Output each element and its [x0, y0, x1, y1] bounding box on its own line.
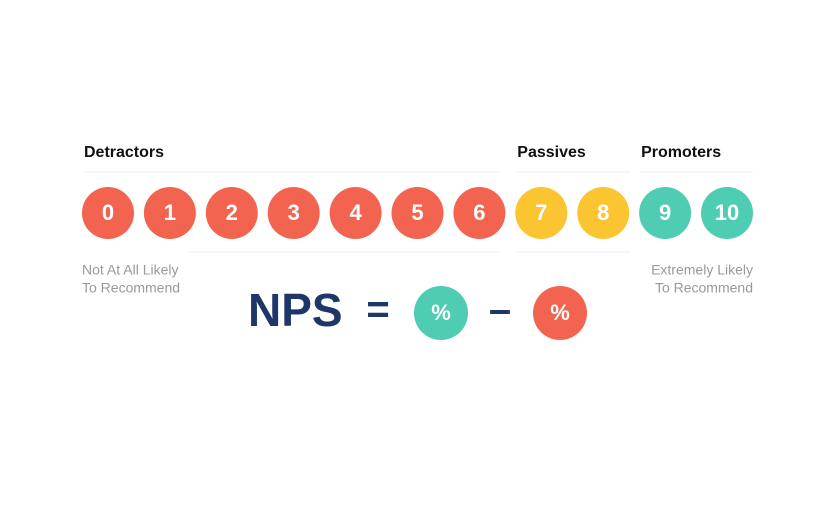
score-circle [267, 187, 320, 239]
score: 10 [715, 200, 739, 225]
score: 3 [288, 200, 300, 225]
score-circle [701, 187, 753, 239]
score-circle [391, 187, 444, 239]
score-circle [143, 187, 196, 239]
formula-minus: – [489, 288, 511, 332]
score: 0 [102, 200, 114, 225]
score-circle [205, 187, 258, 239]
score: 8 [597, 200, 609, 225]
formula-term-circle [533, 286, 587, 340]
score: 7 [535, 200, 547, 225]
score: 9 [659, 200, 671, 225]
score-circle [453, 187, 506, 239]
group-label: Detractors [84, 144, 164, 161]
formula-term: % [550, 300, 570, 325]
score-circle [515, 187, 568, 239]
scale-note: To Recommend [82, 280, 180, 296]
scale-note: To Recommend [655, 280, 753, 296]
score: 5 [411, 200, 423, 225]
score-circle [639, 187, 692, 239]
divider-lines [84, 171, 753, 253]
formula-equals: = [366, 288, 389, 332]
score: 4 [349, 200, 362, 225]
formula-lhs: NPS [248, 284, 343, 336]
formula-term: % [431, 300, 451, 325]
scale-note: Not At All Likely [82, 262, 179, 278]
score: 1 [164, 200, 176, 225]
group-label: Passives [517, 144, 586, 161]
formula-term-circle [414, 286, 468, 340]
score-circle [329, 187, 382, 239]
score-circle [82, 187, 134, 239]
group-label: Promoters [641, 144, 721, 161]
scale-note: Extremely Likely [651, 262, 753, 278]
score: 2 [226, 200, 238, 225]
score-circle [577, 187, 630, 239]
score: 6 [473, 200, 485, 225]
